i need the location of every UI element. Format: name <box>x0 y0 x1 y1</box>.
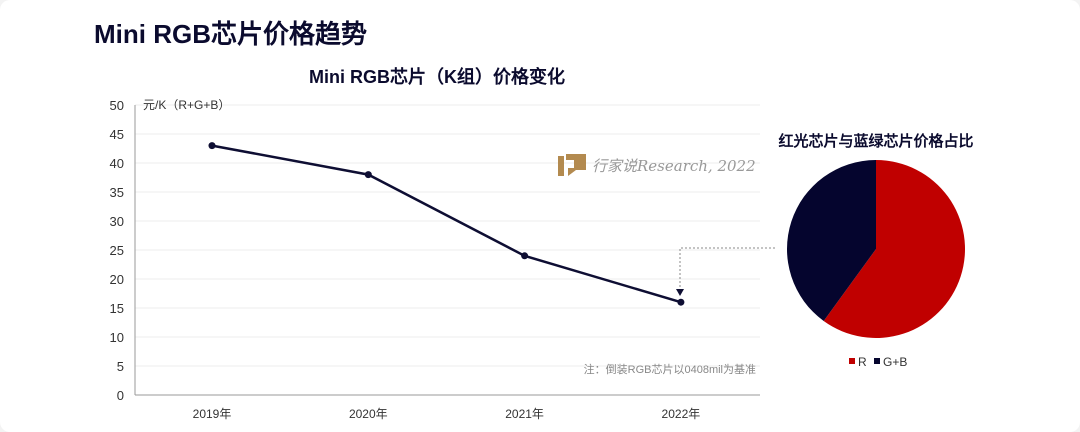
data-point <box>364 171 372 179</box>
watermark-text: 行家说Research, 2022 <box>592 157 756 175</box>
legend-label: G+B <box>883 355 907 369</box>
watermark-logo-icon <box>558 154 586 176</box>
data-point <box>677 298 685 306</box>
x-tick-label: 2022年 <box>662 407 701 421</box>
y-tick-label: 5 <box>117 359 124 374</box>
y-tick-label: 20 <box>110 272 124 287</box>
y-tick-label: 30 <box>110 214 124 229</box>
page-title: Mini RGB芯片价格趋势 <box>94 19 367 49</box>
chart-note: 注：倒装RGB芯片以0408mil为基准 <box>584 362 756 376</box>
y-tick-label: 35 <box>110 185 124 200</box>
line-chart-title: Mini RGB芯片（K组）价格变化 <box>309 66 565 87</box>
data-point <box>521 252 529 260</box>
legend-swatch <box>874 358 880 364</box>
logo-shape <box>558 154 586 176</box>
x-tick-label: 2021年 <box>505 407 544 421</box>
pie-chart-title: 红光芯片与蓝绿芯片价格占比 <box>778 132 973 150</box>
y-tick-label: 10 <box>110 330 124 345</box>
data-point <box>208 142 216 150</box>
x-tick-label: 2019年 <box>193 407 232 421</box>
y-tick-label: 50 <box>110 98 124 113</box>
legend-label: R <box>858 355 867 369</box>
y-tick-label: 25 <box>110 243 124 258</box>
series-line <box>211 144 682 304</box>
pie-slice-r <box>823 160 966 338</box>
y-tick-label: 45 <box>110 127 124 142</box>
arrow-icon <box>676 289 684 296</box>
y-tick-label: 40 <box>110 156 124 171</box>
y-tick-label: 15 <box>110 301 124 316</box>
connector-line <box>679 247 775 290</box>
x-tick-label: 2020年 <box>349 407 388 421</box>
y-tick-label: 0 <box>117 388 124 403</box>
legend-swatch <box>849 358 855 364</box>
pie-slice-gb <box>787 160 876 322</box>
y-axis-label: 元/K（R+G+B） <box>143 98 230 112</box>
